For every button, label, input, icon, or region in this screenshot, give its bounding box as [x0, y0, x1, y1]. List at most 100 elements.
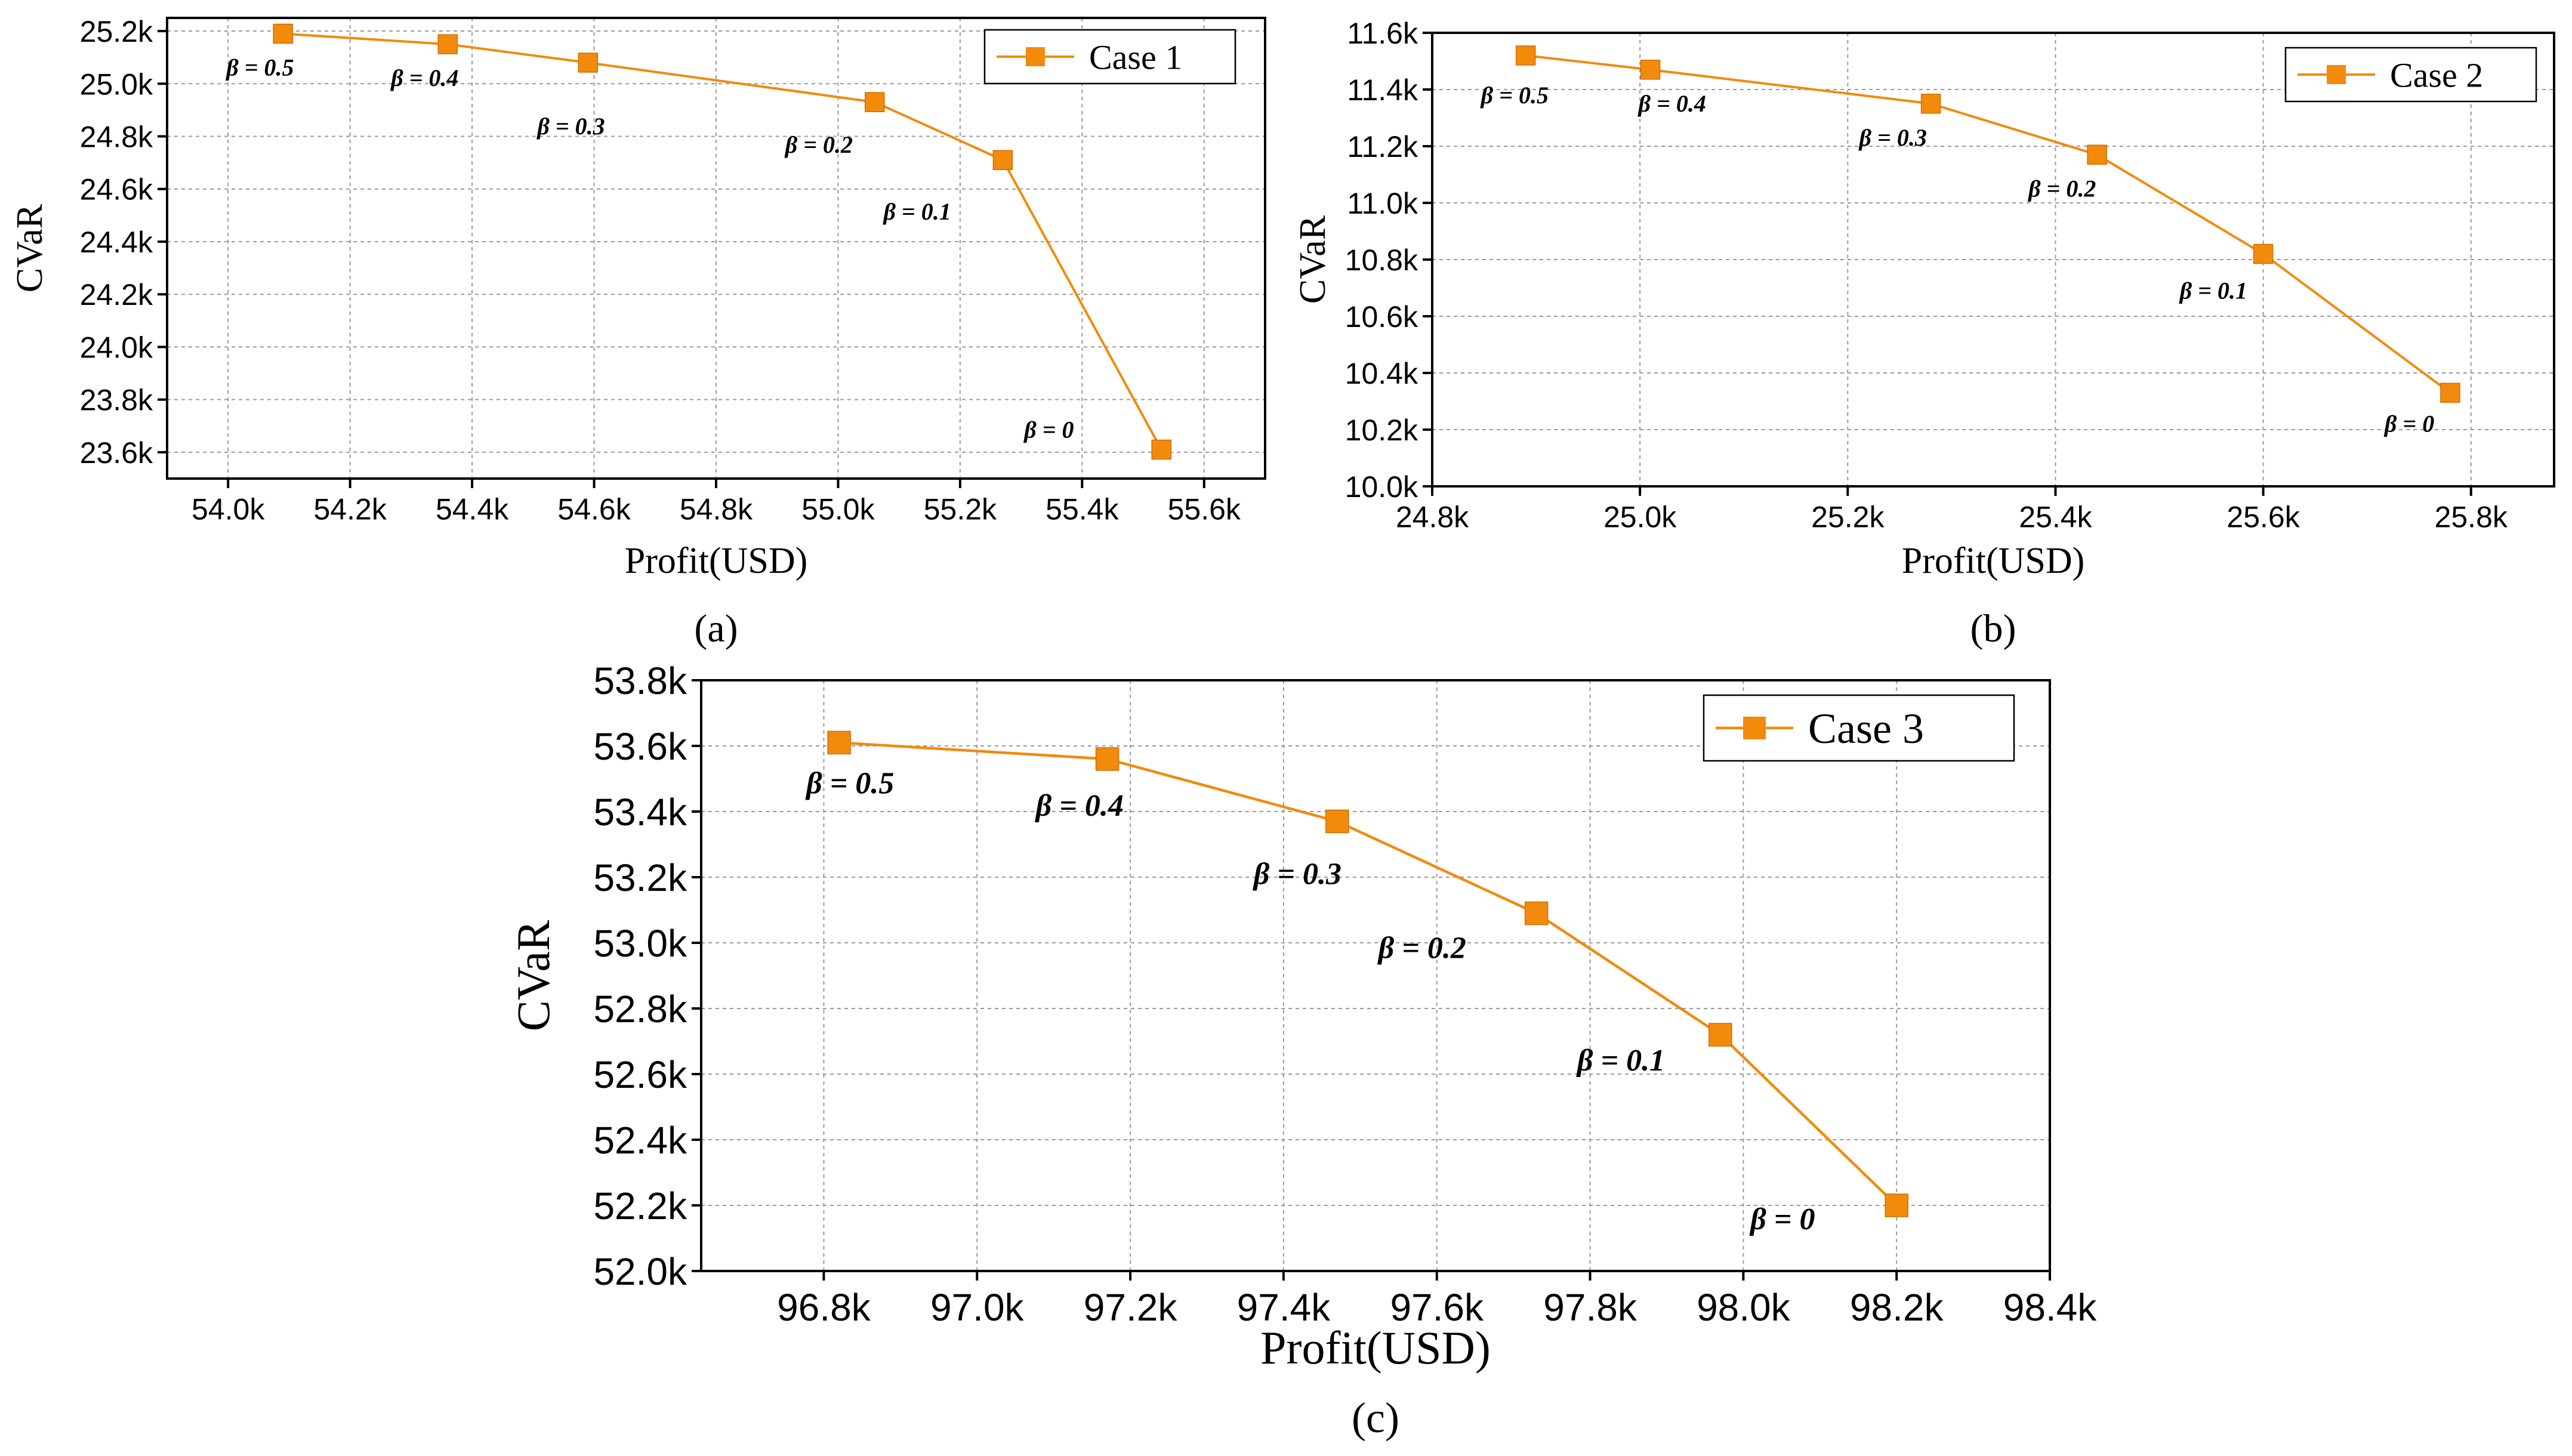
x-tick-label: 55.2k — [924, 493, 997, 526]
panel-a-grid — [167, 18, 1265, 479]
panel-a-y-axis: 23.6k 23.8k 24.0k 24.2k 24.4k 24.6k 24.8k 25.0k… — [80, 15, 167, 470]
data-point — [1095, 747, 1120, 771]
beta-annotation: β = 0.3 — [1858, 124, 1927, 151]
data-point — [437, 34, 458, 54]
y-tick-label: 24.8k — [80, 121, 153, 154]
y-tick-label: 11.6k — [1347, 17, 1418, 50]
panel-b-y-axis: 10.0k 10.2k 10.4k 10.6k 10.8k 11.0k 11.2k 11.4k… — [1345, 17, 1432, 504]
beta-annotation: β = 0 — [1749, 1202, 1815, 1236]
data-point — [827, 730, 851, 755]
legend-label: Case 3 — [1808, 705, 1924, 752]
panel-a-series-line — [283, 32, 1162, 451]
chart-panel-a: 54.0k 54.2k 54.4k 54.6k 54.8k 55.0k 55.2k 55.4k… — [10, 15, 1266, 650]
beta-annotation: β = 0.3 — [536, 113, 605, 140]
y-tick-label: 52.6k — [593, 1053, 687, 1096]
panel-a-legend: Case 1 — [983, 29, 1236, 85]
x-tick-label: 97.2k — [1084, 1286, 1178, 1329]
x-tick-label: 97.8k — [1543, 1286, 1637, 1329]
data-point — [1640, 60, 1661, 80]
panel-a-y-axis-title: CVaR — [10, 203, 50, 292]
panel-b-label: (b) — [1970, 607, 2016, 650]
x-tick-label: 25.2k — [1811, 501, 1885, 534]
panel-a-x-axis-title: Profit(USD) — [625, 541, 808, 581]
data-point — [1515, 45, 1536, 66]
legend-marker — [1743, 717, 1766, 739]
panel-b-x-axis: 24.8k 25.0k 25.2k 25.4k 25.6k 25.8k — [1396, 486, 2508, 534]
y-tick-label: 23.6k — [80, 436, 153, 470]
panel-a-label: (a) — [694, 607, 738, 650]
y-tick-label: 24.2k — [80, 278, 153, 311]
panel-b-y-axis-title: CVaR — [1293, 215, 1333, 304]
x-tick-label: 98.2k — [1850, 1286, 1944, 1329]
beta-annotation: β = 0.1 — [1576, 1044, 1665, 1078]
beta-annotation: β = 0.5 — [805, 767, 894, 801]
y-tick-label: 53.8k — [593, 659, 687, 702]
beta-annotation: β = 0.2 — [2027, 175, 2096, 202]
data-point — [2253, 243, 2274, 264]
panel-c-plot-frame — [700, 679, 2051, 1272]
x-tick-label: 55.0k — [801, 493, 875, 526]
x-tick-label: 24.8k — [1396, 501, 1469, 534]
x-tick-label: 97.6k — [1390, 1286, 1484, 1329]
x-tick-label: 54.4k — [436, 493, 509, 526]
x-tick-label: 96.8k — [777, 1286, 871, 1329]
y-tick-label: 25.0k — [80, 67, 153, 101]
y-tick-label: 11.0k — [1347, 187, 1418, 220]
beta-annotation: β = 0.4 — [390, 64, 458, 91]
chart-panel-b: 24.8k 25.0k 25.2k 25.4k 25.6k 25.8k 10.0k 10.2k… — [1293, 17, 2555, 650]
legend-marker — [2327, 65, 2346, 84]
data-point — [2440, 382, 2460, 403]
x-tick-label: 54.8k — [680, 493, 753, 526]
data-point — [1524, 901, 1549, 926]
panel-b-grid — [1432, 33, 2554, 486]
x-tick-label: 54.6k — [557, 493, 631, 526]
y-tick-label: 11.2k — [1347, 130, 1418, 164]
x-tick-label: 98.4k — [2003, 1286, 2098, 1329]
data-point — [273, 23, 293, 44]
y-tick-label: 25.2k — [80, 15, 153, 48]
y-tick-label: 24.6k — [80, 173, 153, 206]
x-tick-label: 97.4k — [1237, 1286, 1331, 1329]
data-point — [1325, 809, 1349, 834]
data-point — [2087, 144, 2107, 165]
y-tick-label: 10.4k — [1345, 357, 1418, 390]
y-tick-label: 53.6k — [593, 725, 687, 768]
panel-c-y-axis-title: CVaR — [507, 920, 559, 1031]
y-tick-label: 11.4k — [1347, 73, 1418, 107]
y-tick-label: 53.0k — [593, 922, 687, 965]
beta-annotation: β = 0.5 — [1480, 82, 1549, 109]
data-point — [865, 92, 885, 112]
beta-annotation: β = 0.5 — [225, 54, 294, 81]
legend-marker — [1026, 47, 1045, 66]
beta-annotation: β = 0.2 — [1377, 931, 1466, 965]
x-tick-label: 25.4k — [2019, 501, 2092, 534]
legend-label: Case 2 — [2390, 55, 2483, 94]
panel-c-legend: Case 3 — [1703, 694, 2015, 762]
x-tick-label: 97.0k — [930, 1286, 1025, 1329]
beta-annotation: β = 0 — [1023, 416, 1074, 443]
y-tick-label: 10.0k — [1345, 470, 1418, 504]
x-tick-label: 54.0k — [192, 493, 265, 526]
data-point — [1885, 1193, 1908, 1217]
y-tick-label: 24.0k — [80, 331, 153, 364]
panel-c-label: (c) — [1352, 1394, 1399, 1442]
panel-c-x-axis-title: Profit(USD) — [1260, 1322, 1491, 1374]
y-tick-label: 53.4k — [593, 791, 687, 834]
data-point — [1151, 439, 1171, 460]
x-tick-label: 25.6k — [2226, 501, 2300, 534]
x-tick-label: 55.4k — [1046, 493, 1119, 526]
beta-annotation: β = 0.4 — [1637, 90, 1706, 117]
panel-c-grid — [701, 680, 2050, 1271]
x-tick-label: 55.6k — [1168, 493, 1241, 526]
beta-annotation: β = 0.4 — [1035, 789, 1124, 823]
data-point — [1709, 1023, 1732, 1047]
beta-annotation: β = 0.1 — [2179, 277, 2247, 304]
y-tick-label: 10.6k — [1345, 300, 1418, 334]
y-tick-label: 23.8k — [80, 384, 153, 417]
panel-b-x-axis-title: Profit(USD) — [1902, 541, 2085, 581]
beta-annotation: β = 0 — [2383, 410, 2434, 437]
x-tick-label: 25.0k — [1603, 501, 1677, 534]
y-tick-label: 10.2k — [1345, 414, 1418, 447]
data-point — [578, 53, 599, 73]
